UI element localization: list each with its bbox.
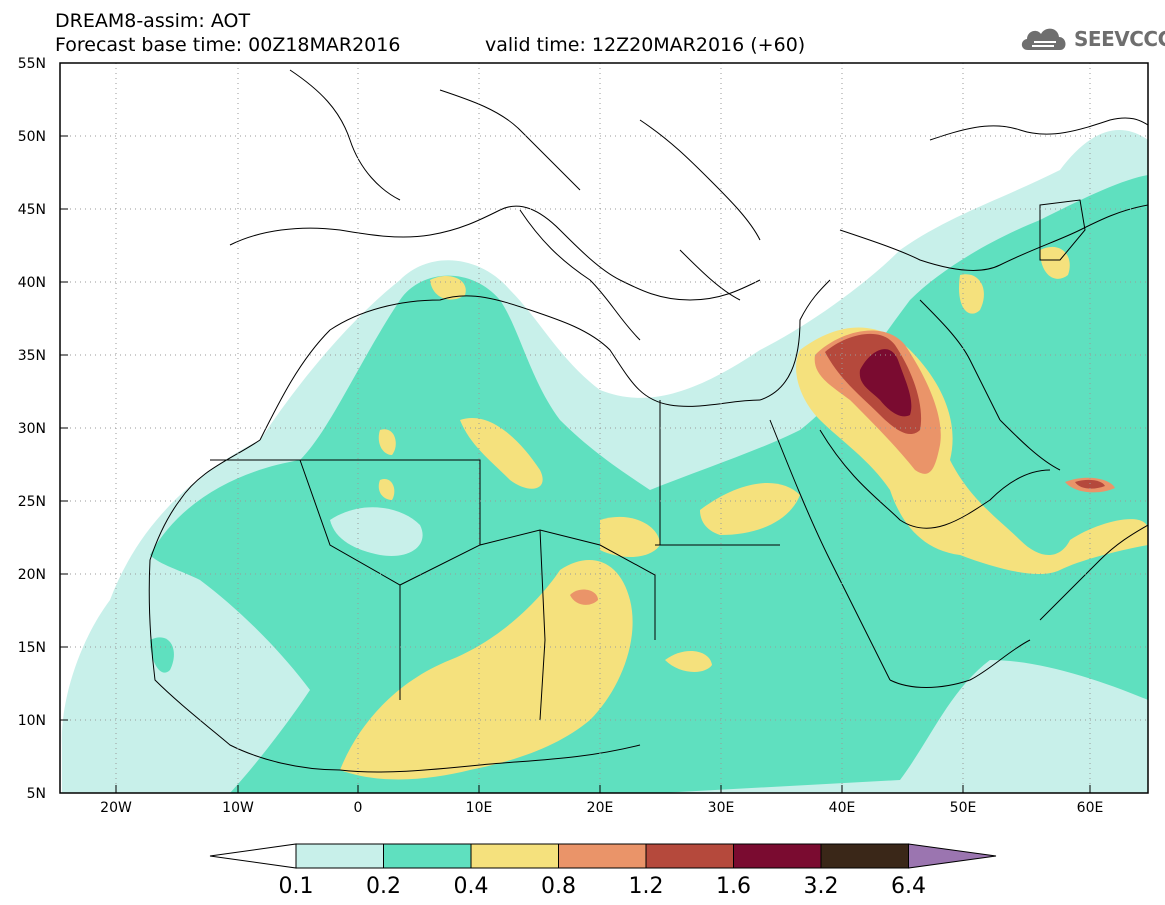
colorbar-label: 1.6 — [716, 874, 751, 899]
lat-label: 30N — [18, 421, 46, 437]
aot-level-1.6 — [859, 349, 912, 417]
colorbar-label: 0.2 — [366, 874, 401, 899]
lat-label: 45N — [18, 202, 46, 218]
lon-label: 20W — [100, 800, 132, 816]
colorbar-low-arrow — [209, 843, 297, 869]
lon-label: 40E — [829, 800, 856, 816]
lon-label: 0 — [354, 800, 363, 816]
colorbar: 0.1 0.2 0.4 0.8 1.2 1.6 3.2 6.4 — [209, 843, 997, 899]
colorbar-label: 1.2 — [629, 874, 664, 899]
valid-time: valid time: 12Z20MAR2016 (+60) — [485, 34, 806, 56]
colorbar-swatch — [733, 843, 822, 869]
coastlines — [148, 69, 1148, 773]
colorbar-high-arrow — [908, 843, 997, 869]
lat-label: 10N — [18, 713, 46, 729]
logo-text: SEEVCCC — [1074, 27, 1165, 51]
lat-label: 20N — [18, 567, 46, 583]
subtitle: Forecast base time: 00Z18MAR2016 valid ti… — [55, 34, 805, 56]
colorbar-label: 0.4 — [454, 874, 489, 899]
graticule — [60, 63, 1148, 793]
colorbar-swatch — [820, 843, 909, 869]
chart-title: DREAM8-assim: AOT — [55, 10, 251, 32]
logo: SEEVCCC — [1018, 22, 1165, 56]
lat-labels: 55N 50N 45N 40N 35N 30N 25N 20N 15N 10N … — [18, 56, 46, 802]
axis-ticks — [60, 62, 1091, 793]
colorbar-swatch — [470, 843, 559, 869]
colorbar-swatch — [558, 843, 647, 869]
lat-label: 35N — [18, 348, 46, 364]
base-time: Forecast base time: 00Z18MAR2016 — [55, 34, 401, 56]
colorbar-swatch — [383, 843, 472, 869]
lon-label: 60E — [1077, 800, 1104, 816]
colorbar-swatch — [645, 843, 734, 869]
lat-label: 55N — [18, 56, 46, 72]
lon-label: 10W — [222, 800, 254, 816]
lon-label: 30E — [708, 800, 735, 816]
lat-label: 25N — [18, 494, 46, 510]
lon-label: 20E — [587, 800, 614, 816]
lat-label: 50N — [18, 129, 46, 145]
colorbar-swatch — [295, 843, 384, 869]
lon-label: 10E — [466, 800, 493, 816]
colorbar-label: 0.8 — [541, 874, 576, 899]
lon-labels: 20W 10W 0 10E 20E 30E 40E 50E 60E — [100, 800, 1103, 816]
colorbar-labels: 0.1 0.2 0.4 0.8 1.2 1.6 3.2 6.4 — [279, 874, 927, 899]
colorbar-label: 3.2 — [804, 874, 839, 899]
lat-label: 5N — [27, 786, 46, 802]
lon-label: 50E — [950, 800, 977, 816]
lat-label: 40N — [18, 275, 46, 291]
lat-label: 15N — [18, 640, 46, 656]
cloud-icon — [1021, 28, 1066, 50]
colorbar-label: 6.4 — [891, 874, 926, 899]
colorbar-label: 0.1 — [279, 874, 314, 899]
